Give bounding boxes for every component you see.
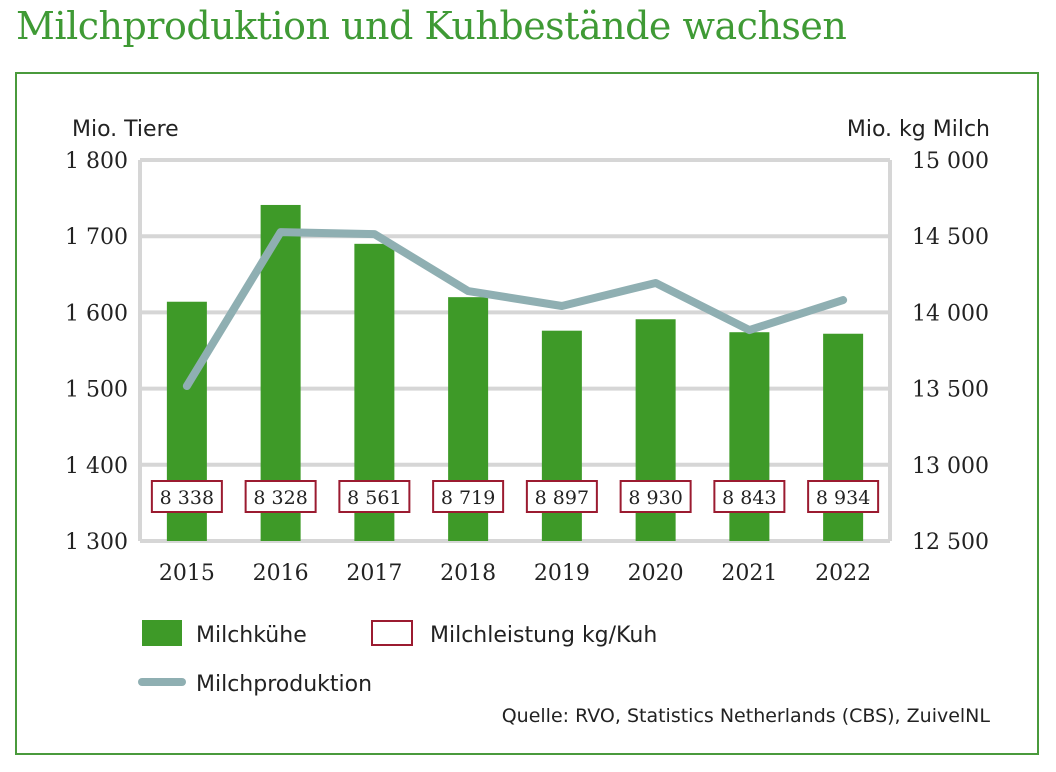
legend-label: Milchproduktion [196, 672, 372, 697]
left-axis-label: Mio. Tiere [72, 117, 179, 142]
right-tick-label: 12 500 [912, 530, 989, 555]
source-note: Quelle: RVO, Statistics Netherlands (CBS… [502, 705, 991, 727]
left-tick-label: 1 800 [65, 149, 128, 174]
legend-swatch-milchleistung [371, 620, 413, 646]
right-axis-label: Mio. kg Milch [847, 117, 990, 142]
yield-label: 8 930 [628, 487, 682, 509]
yield-label-box [432, 480, 505, 513]
legend-label: Milchleistung kg/Kuh [430, 623, 657, 648]
legend-label: Milchkühe [196, 623, 307, 648]
yield-label-box [807, 480, 880, 513]
yield-label: 8 719 [441, 487, 495, 509]
line-milchproduktion [182, 228, 848, 391]
yield-label-box [525, 480, 598, 513]
left-tick-label: 1 400 [65, 454, 128, 479]
yield-label-box [244, 480, 317, 513]
yield-label: 8 328 [253, 487, 307, 509]
right-tick-label: 14 000 [912, 301, 989, 326]
yield-label: 8 338 [160, 487, 214, 509]
yield-label: 8 897 [535, 487, 589, 509]
chart-frame [15, 72, 1039, 755]
yield-label: 8 561 [347, 487, 401, 509]
yield-label-box [713, 480, 786, 513]
yield-label-box [338, 480, 411, 513]
right-tick-label: 14 500 [912, 225, 989, 250]
right-tick-label: 15 000 [912, 149, 989, 174]
left-tick-label: 1 600 [65, 301, 128, 326]
x-tick-label: 2016 [253, 561, 309, 586]
right-tick-label: 13 500 [912, 378, 989, 403]
x-tick-label: 2015 [159, 561, 215, 586]
x-tick-label: 2019 [534, 561, 590, 586]
x-tick-label: 2022 [815, 561, 871, 586]
yield-label-box [150, 480, 223, 513]
left-tick-label: 1 700 [65, 225, 128, 250]
right-tick-label: 13 000 [912, 454, 989, 479]
left-tick-label: 1 500 [65, 378, 128, 403]
x-tick-label: 2021 [721, 561, 777, 586]
left-tick-label: 1 300 [65, 530, 128, 555]
yield-label: 8 934 [816, 487, 870, 509]
x-tick-label: 2017 [346, 561, 402, 586]
yield-label-box [619, 480, 692, 513]
yield-label: 8 843 [722, 487, 776, 509]
x-tick-label: 2020 [628, 561, 684, 586]
x-tick-label: 2018 [440, 561, 496, 586]
legend-swatch-milchkuehe [142, 620, 182, 646]
chart-title: Milchproduktion und Kuhbestände wachsen [16, 4, 847, 48]
